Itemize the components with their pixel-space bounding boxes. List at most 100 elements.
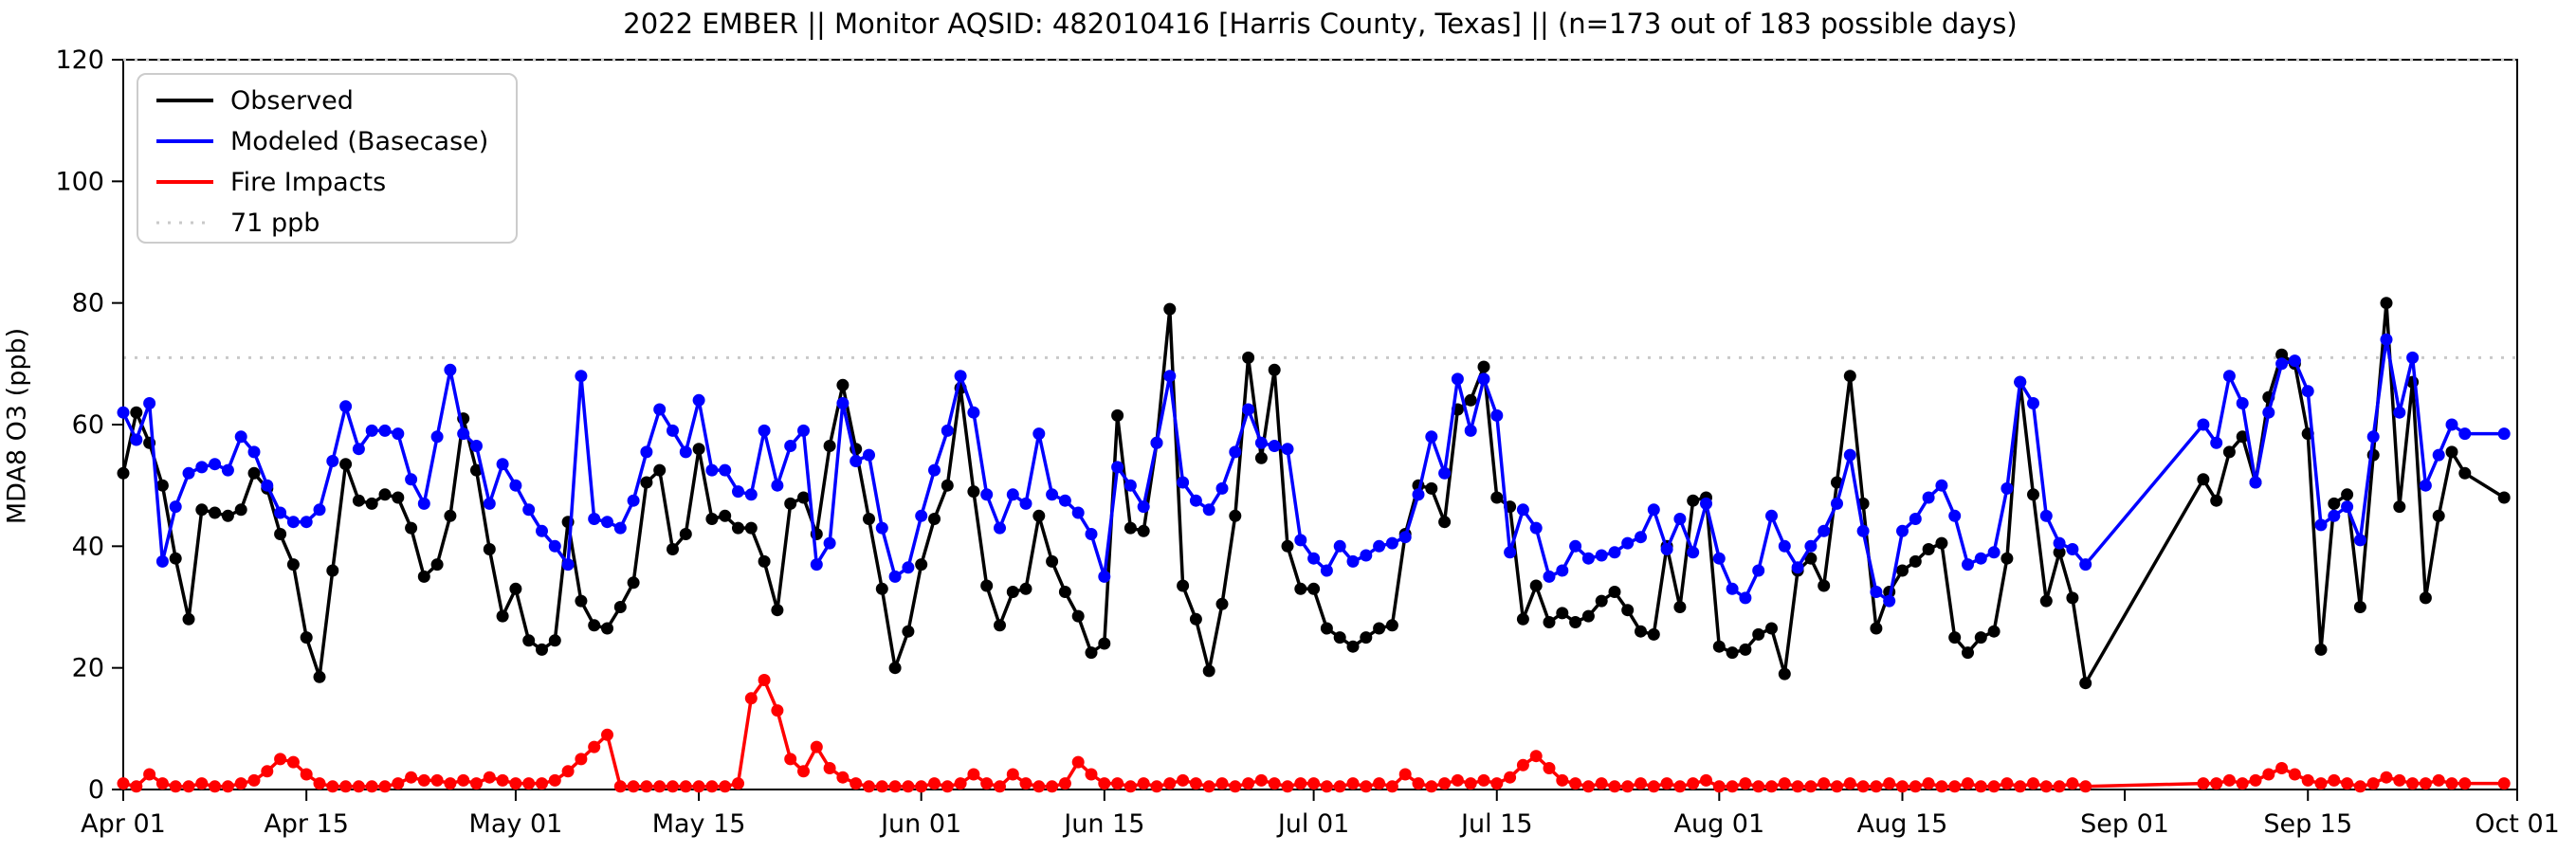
series-marker-observed	[548, 634, 561, 647]
legend-box	[137, 73, 518, 244]
series-marker-observed	[1281, 539, 1294, 553]
series-marker-modeled-basecase-	[1712, 552, 1726, 565]
series-marker-modeled-basecase-	[117, 406, 130, 419]
series-marker-modeled-basecase-	[1581, 552, 1595, 565]
series-marker-modeled-basecase-	[692, 393, 705, 407]
series-marker-fire-impacts	[1765, 780, 1778, 793]
series-marker-observed	[1726, 646, 1739, 660]
legend-label-71-ppb: 71 ppb	[230, 209, 320, 238]
series-marker-observed	[286, 558, 300, 572]
series-marker-fire-impacts	[2497, 777, 2511, 790]
series-marker-fire-impacts	[155, 777, 169, 790]
series-marker-modeled-basecase-	[1137, 500, 1150, 514]
series-marker-modeled-basecase-	[1647, 503, 1660, 517]
series-marker-modeled-basecase-	[2027, 397, 2039, 409]
series-marker-modeled-basecase-	[509, 479, 522, 492]
series-marker-fire-impacts	[536, 777, 548, 790]
series-marker-modeled-basecase-	[575, 370, 588, 383]
series-marker-observed	[1085, 646, 1098, 660]
series-marker-modeled-basecase-	[2458, 427, 2472, 441]
series-marker-modeled-basecase-	[1346, 554, 1360, 568]
series-marker-fire-impacts	[143, 768, 156, 781]
series-marker-observed	[2053, 546, 2066, 559]
series-marker-modeled-basecase-	[2197, 418, 2210, 431]
series-marker-observed	[692, 443, 705, 456]
series-marker-fire-impacts	[1856, 780, 1870, 793]
series-marker-observed	[1202, 664, 1215, 678]
series-marker-fire-impacts	[732, 777, 744, 790]
series-marker-fire-impacts	[2275, 762, 2289, 774]
series-marker-fire-impacts	[1477, 773, 1490, 787]
series-marker-fire-impacts	[1739, 777, 1752, 790]
series-marker-fire-impacts	[392, 777, 405, 790]
series-marker-observed	[1962, 646, 1974, 660]
series-marker-fire-impacts	[2314, 777, 2328, 790]
series-marker-observed	[758, 554, 771, 568]
series-marker-fire-impacts	[1333, 780, 1346, 793]
series-marker-modeled-basecase-	[2014, 375, 2027, 389]
series-marker-observed	[1254, 451, 1268, 464]
x-tick-label: Oct 01	[2475, 809, 2560, 839]
x-tick-label: Jul 15	[1459, 809, 1533, 839]
series-marker-observed	[613, 601, 627, 613]
series-marker-modeled-basecase-	[679, 445, 692, 459]
series-marker-fire-impacts	[326, 780, 339, 793]
series-marker-observed	[705, 513, 719, 525]
series-marker-fire-impacts	[1150, 780, 1163, 793]
x-tick-label: May 15	[652, 809, 746, 839]
series-marker-observed	[1935, 536, 1948, 550]
series-marker-fire-impacts	[902, 780, 915, 793]
series-marker-modeled-basecase-	[1046, 488, 1059, 501]
series-marker-modeled-basecase-	[1726, 582, 1739, 595]
series-marker-observed	[182, 612, 195, 626]
series-marker-observed	[1818, 579, 1831, 592]
series-marker-modeled-basecase-	[1962, 558, 1974, 572]
x-tick-label: Sep 15	[2263, 809, 2352, 839]
series-marker-fire-impacts	[2406, 777, 2420, 790]
series-marker-observed	[405, 521, 418, 535]
series-marker-modeled-basecase-	[1896, 524, 1909, 537]
series-marker-observed	[941, 479, 954, 492]
series-marker-observed	[732, 521, 744, 535]
series-marker-modeled-basecase-	[548, 539, 561, 553]
series-marker-observed	[1137, 524, 1150, 537]
series-marker-fire-impacts	[941, 780, 954, 793]
chart-title: 2022 EMBER || Monitor AQSID: 482010416 […	[623, 8, 2018, 40]
series-marker-observed	[797, 491, 810, 504]
series-marker-modeled-basecase-	[1111, 461, 1124, 474]
y-tick-label: 120	[55, 45, 104, 75]
series-marker-observed	[234, 503, 247, 517]
series-marker-observed	[902, 625, 915, 638]
series-marker-modeled-basecase-	[1477, 372, 1490, 386]
series-marker-modeled-basecase-	[1438, 466, 1452, 480]
series-marker-observed	[1046, 554, 1059, 568]
series-marker-modeled-basecase-	[195, 461, 209, 474]
series-marker-fire-impacts	[1883, 777, 1896, 790]
series-marker-fire-impacts	[850, 777, 863, 790]
series-marker-fire-impacts	[1687, 777, 1700, 790]
series-marker-modeled-basecase-	[1504, 546, 1517, 559]
series-marker-modeled-basecase-	[2341, 500, 2354, 514]
series-marker-modeled-basecase-	[1385, 536, 1398, 550]
series-marker-fire-impacts	[2301, 773, 2314, 787]
series-marker-modeled-basecase-	[417, 497, 430, 510]
series-marker-modeled-basecase-	[2249, 476, 2262, 489]
series-marker-observed	[1595, 594, 1608, 608]
series-marker-observed	[483, 543, 496, 555]
series-marker-fire-impacts	[1516, 758, 1529, 771]
series-marker-modeled-basecase-	[209, 458, 222, 471]
series-marker-fire-impacts	[1137, 777, 1150, 790]
series-marker-observed	[994, 619, 1006, 632]
series-marker-observed	[1294, 582, 1307, 595]
series-marker-fire-impacts	[1490, 777, 1504, 790]
series-marker-observed	[2314, 643, 2328, 656]
series-marker-observed	[1752, 627, 1765, 641]
series-marker-modeled-basecase-	[941, 424, 954, 437]
series-marker-fire-impacts	[575, 753, 588, 766]
series-marker-fire-impacts	[496, 773, 509, 787]
series-marker-observed	[1647, 627, 1660, 641]
series-marker-fire-impacts	[195, 777, 209, 790]
series-marker-modeled-basecase-	[1019, 497, 1032, 510]
series-marker-fire-impacts	[1556, 773, 1569, 787]
series-marker-fire-impacts	[719, 780, 732, 793]
